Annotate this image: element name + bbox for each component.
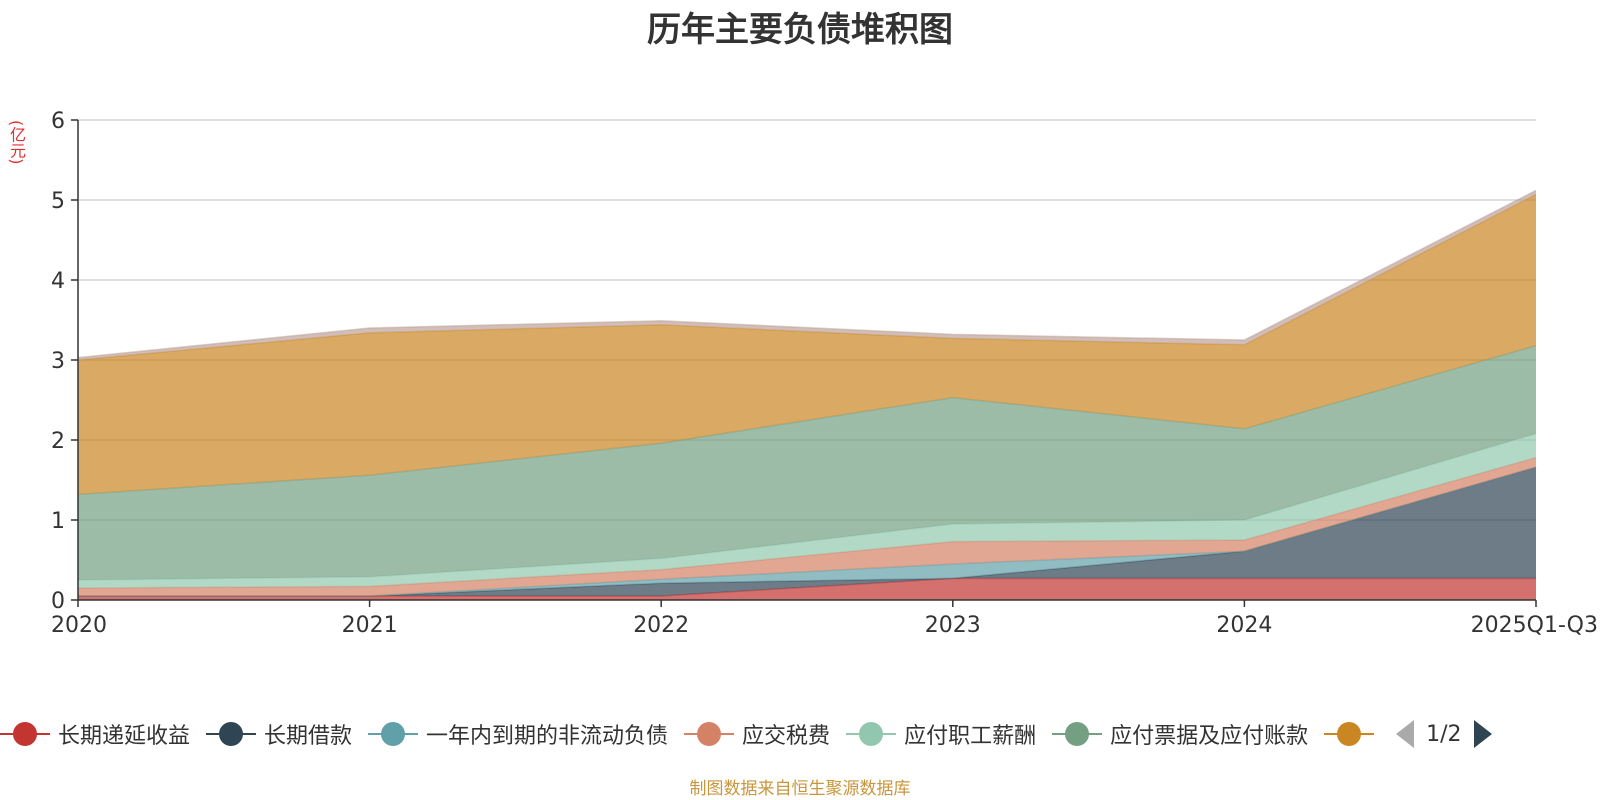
chart-title: 历年主要负债堆积图: [647, 10, 953, 50]
x-tick-label: 2020: [51, 613, 107, 638]
legend-label: 应付票据及应付账款: [1110, 724, 1309, 749]
y-tick-label: 6: [51, 109, 65, 134]
axis-layer: 0 1 2 3 4 5 6 2020 2021 2022 2023 2024 2025Q1-Q3: [51, 109, 1598, 638]
pager-page-indicator: 1/2: [1426, 721, 1462, 747]
legend-marker: [368, 721, 419, 747]
legend-label: 应付职工薪酬: [904, 724, 1037, 749]
legend: 长期递延收益 长期借款 一年内到期的非流动负债 应交税费 应付职工薪酬: [0, 714, 1600, 754]
legend-dot: [697, 722, 722, 746]
legend-marker: [1324, 721, 1375, 747]
legend-marker: [206, 721, 257, 747]
legend-marker: [846, 721, 897, 747]
area-series-1[interactable]: [78, 578, 1536, 600]
x-tick-label: 2025Q1-Q3: [1471, 613, 1598, 638]
legend-label: 应交税费: [742, 724, 831, 749]
y-tick-label: 0: [51, 589, 65, 614]
x-tick-label: 2021: [342, 613, 398, 638]
pager-prev-arrow-icon[interactable]: [1396, 720, 1415, 748]
x-tick-label: 2023: [925, 613, 981, 638]
legend-item-long-term-borrowings[interactable]: 长期借款: [206, 718, 352, 750]
legend-dot: [13, 722, 37, 746]
area-edge-series-8: [77, 189, 1537, 359]
y-tick-label: 2: [51, 429, 65, 454]
legend-dot: [219, 722, 244, 746]
y-tick-label: 4: [51, 269, 65, 294]
legend-item-series-7[interactable]: [1324, 721, 1382, 747]
y-axis-unit-label: (亿元): [7, 120, 26, 165]
legend-dot: [381, 722, 406, 746]
legend-label: 长期借款: [264, 724, 353, 749]
legend-item-current-portion-noncurrent-liabilities[interactable]: 一年内到期的非流动负债: [368, 718, 668, 750]
area-series-7[interactable]: [78, 194, 1536, 495]
legend-marker: [0, 721, 50, 747]
legend-item-long-term-deferred-income[interactable]: 长期递延收益: [0, 718, 190, 750]
legend-marker: [684, 721, 735, 747]
legend-dot: [1337, 722, 1362, 746]
area-series-4[interactable]: [78, 457, 1536, 596]
legend-dot: [859, 722, 884, 746]
x-tick-label: 2024: [1216, 613, 1272, 638]
legend-label: 一年内到期的非流动负债: [426, 724, 669, 749]
legend-marker: [1052, 721, 1103, 747]
chart-area: 0 1 2 3 4 5 6 2020 2021 2022 2023 2024 2025Q1-Q3: [51, 109, 1598, 638]
pager-next-arrow-icon[interactable]: [1473, 720, 1492, 748]
area-series-2[interactable]: [78, 467, 1536, 596]
legend-item-notes-and-accounts-payable[interactable]: 应付票据及应付账款: [1052, 718, 1308, 750]
y-tick-label: 1: [51, 509, 65, 534]
legend-item-taxes-payable[interactable]: 应交税费: [684, 718, 830, 750]
x-tick-label: 2022: [633, 613, 689, 638]
legend-item-employee-compensation-payable[interactable]: 应付职工薪酬: [846, 718, 1036, 750]
legend-label: 长期递延收益: [58, 724, 191, 749]
legend-pager: 1/2: [1396, 720, 1492, 748]
area-series-6[interactable]: [78, 345, 1536, 580]
legend-dot: [1065, 722, 1090, 746]
area-layer: [77, 189, 1537, 600]
source-note: 制图数据来自恒生聚源数据库: [689, 779, 911, 799]
y-tick-label: 5: [51, 189, 65, 214]
y-tick-label: 3: [51, 349, 65, 374]
